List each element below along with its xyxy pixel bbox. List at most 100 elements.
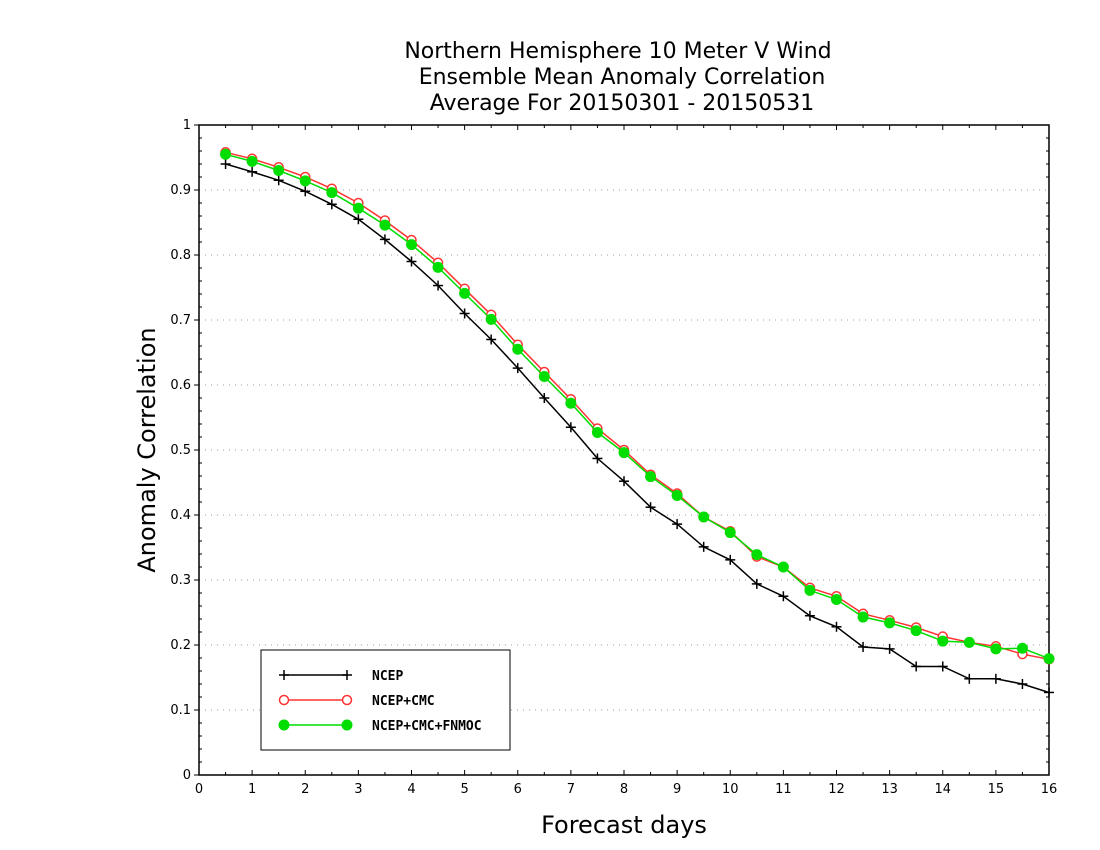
- data-point: [751, 549, 763, 561]
- series-ncep: [220, 159, 1054, 698]
- data-point: [804, 584, 816, 596]
- data-point: [220, 159, 231, 169]
- data-point: [379, 219, 391, 231]
- x-tick-label: 6: [514, 782, 522, 797]
- data-point: [672, 519, 683, 530]
- data-point: [539, 393, 550, 403]
- y-tick-label: 0.2: [170, 638, 191, 653]
- y-tick-label: 0.9: [170, 183, 191, 198]
- x-axis-label: Forecast days: [541, 811, 707, 839]
- data-point: [326, 199, 337, 210]
- data-point: [352, 202, 364, 214]
- y-tick-label: 0.1: [170, 703, 191, 718]
- data-point: [937, 661, 948, 672]
- data-point: [459, 308, 470, 319]
- data-point: [618, 447, 630, 459]
- legend-marker: [341, 719, 353, 731]
- data-point: [698, 511, 710, 523]
- legend-marker: [278, 719, 290, 731]
- x-tick-label: 9: [673, 782, 681, 797]
- y-tick-label: 0.5: [170, 443, 191, 458]
- data-point: [565, 422, 576, 433]
- data-point: [990, 673, 1001, 684]
- legend-label: NCEP: [372, 669, 403, 684]
- data-point: [671, 490, 683, 501]
- title-line-3: Average For 20150301 - 20150531: [430, 91, 815, 116]
- series-ncep-cmc-fnmoc: [220, 148, 1055, 665]
- data-point: [884, 643, 895, 654]
- data-point: [857, 611, 869, 623]
- series-layer: [220, 147, 1055, 698]
- data-point: [485, 313, 497, 325]
- legend: NCEP NCEP+CMC NCEP+CMC+FNMOC: [260, 649, 511, 751]
- y-tick-label: 0: [183, 768, 191, 783]
- x-tick-label: 4: [407, 782, 415, 797]
- data-point: [698, 541, 709, 552]
- data-point: [592, 453, 603, 464]
- data-point: [433, 280, 444, 291]
- y-tick-label: 0.6: [170, 378, 191, 393]
- x-tick-label: 3: [354, 782, 362, 797]
- legend-item: NCEP+CMC: [278, 694, 435, 709]
- data-point: [512, 343, 524, 355]
- legend-marker: [279, 670, 289, 680]
- x-tick-label: 1: [248, 782, 256, 797]
- x-tick-label: 10: [722, 782, 739, 797]
- data-point: [911, 661, 922, 672]
- data-point: [353, 214, 364, 225]
- data-point: [273, 165, 285, 176]
- title-line-2: Ensemble Mean Anomaly Correlation: [419, 65, 826, 90]
- data-point: [724, 527, 736, 539]
- y-tick-label: 1: [183, 118, 191, 133]
- legend-item: NCEP+CMC+FNMOC: [278, 719, 482, 734]
- grid-lines: [199, 189, 1049, 711]
- data-point: [937, 635, 949, 647]
- data-point: [831, 594, 842, 605]
- x-tick-label: 14: [934, 782, 951, 797]
- data-point: [751, 578, 762, 589]
- legend-marker: [341, 694, 353, 706]
- data-point: [1017, 679, 1028, 689]
- data-point: [432, 261, 444, 273]
- data-point: [1016, 642, 1028, 654]
- legend-item: NCEP: [279, 669, 403, 684]
- data-point: [804, 610, 815, 621]
- legend-marker: [278, 694, 290, 706]
- data-point: [565, 397, 577, 409]
- data-point: [273, 175, 284, 186]
- y-axis-label: Anomaly Correlation: [133, 327, 161, 572]
- x-tick-label: 11: [775, 782, 792, 797]
- x-tick-label: 13: [881, 782, 898, 797]
- x-axis: 0 1 2 3 4 5 6 7 8 9 10 11 12 13 14 15 16: [195, 125, 1057, 797]
- title-line-1: Northern Hemisphere 10 Meter V Wind: [404, 39, 831, 64]
- data-point: [1043, 653, 1055, 665]
- x-tick-label: 15: [988, 782, 1005, 797]
- legend-entries: NCEP NCEP+CMC NCEP+CMC+FNMOC: [278, 669, 482, 734]
- series-line: [225, 153, 1050, 660]
- x-tick-label: 0: [195, 782, 203, 797]
- y-tick-label: 0.3: [170, 573, 191, 588]
- data-point: [964, 673, 975, 684]
- legend-marker: [342, 670, 352, 680]
- data-point: [619, 476, 629, 487]
- data-point: [591, 426, 603, 438]
- chart-title: Northern Hemisphere 10 Meter V Wind Ense…: [404, 39, 831, 116]
- x-tick-label: 2: [301, 782, 309, 797]
- data-point: [538, 371, 550, 383]
- y-axis: 0 0.1 0.2 0.3 0.4 0.5 0.6 0.7 0.8 0.9 1: [170, 118, 1049, 783]
- data-point: [300, 186, 311, 197]
- x-tick-label: 16: [1041, 782, 1058, 797]
- x-tick-label: 7: [567, 782, 575, 797]
- data-point: [379, 234, 390, 245]
- data-point: [1044, 687, 1054, 698]
- legend-label: NCEP+CMC: [372, 694, 435, 709]
- series-line: [225, 163, 1050, 694]
- data-point: [963, 636, 975, 648]
- x-tick-label: 5: [460, 782, 468, 797]
- data-point: [725, 554, 736, 565]
- data-point: [406, 256, 417, 267]
- data-point: [645, 502, 656, 513]
- data-point: [910, 625, 922, 637]
- data-point: [777, 561, 789, 573]
